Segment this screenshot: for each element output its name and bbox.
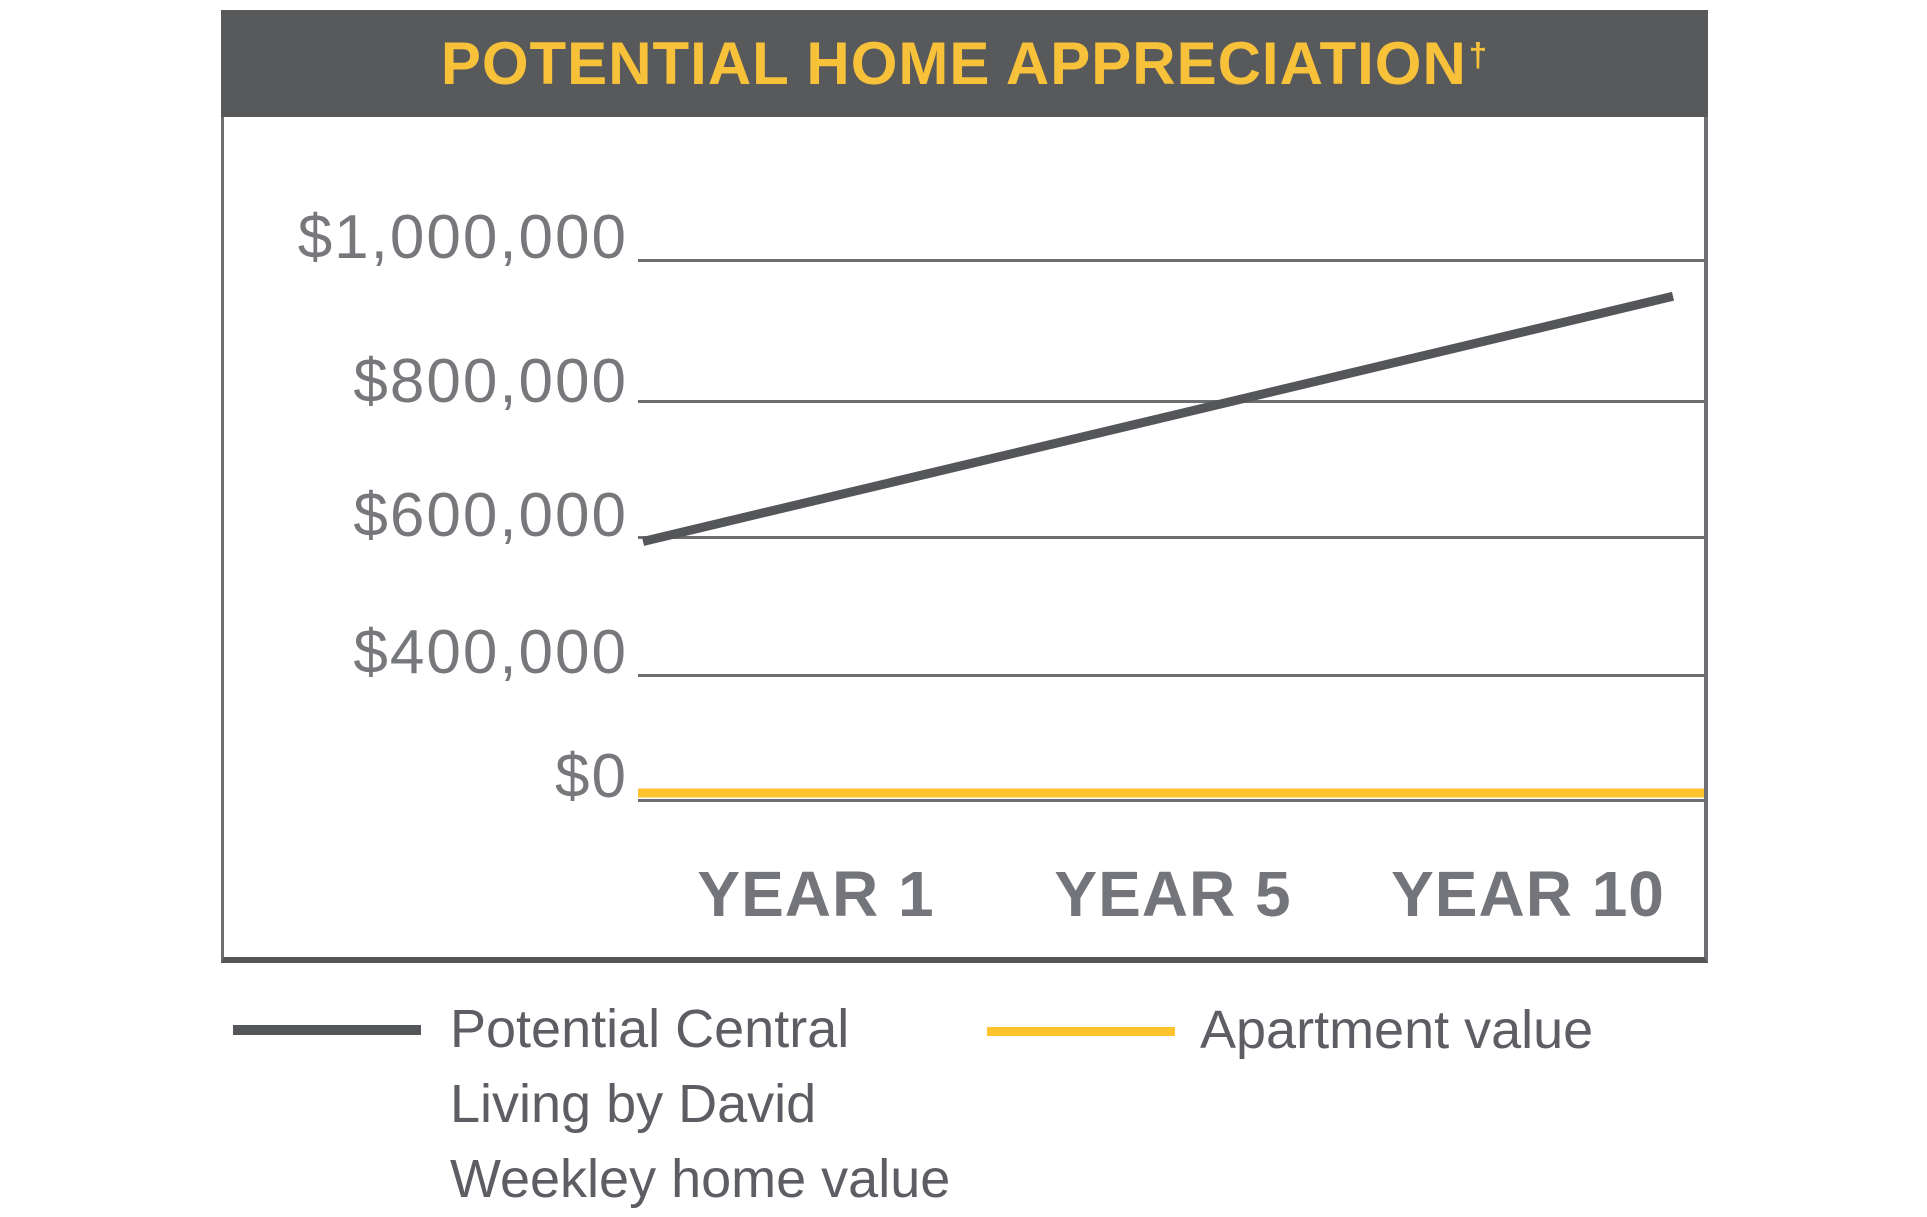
chart-title-text: POTENTIAL HOME APPRECIATION [440, 30, 1467, 97]
y-axis-label-1000000: $1,000,000 [297, 203, 628, 272]
gridline-0 [638, 799, 1704, 802]
x-axis-label-year-5: YEAR 5 [1054, 858, 1292, 930]
y-axis-label-0: $0 [555, 742, 628, 811]
plot-lines [638, 291, 1704, 798]
gridline-1000000 [638, 259, 1704, 262]
chart-title-dagger: † [1468, 35, 1489, 73]
apartment-value-legend-label: Apartment value [1200, 1000, 1594, 1060]
gridline-600000 [638, 536, 1704, 539]
y-axis-label-800000: $800,000 [353, 347, 628, 416]
x-axis-label-year-1: YEAR 1 [697, 858, 935, 930]
gridline-400000 [638, 674, 1704, 677]
home-value-legend-label: Potential Central Living by David Weekle… [450, 999, 951, 1209]
chart-header-bar: POTENTIAL HOME APPRECIATION† [221, 10, 1708, 117]
chart-title: POTENTIAL HOME APPRECIATION† [441, 29, 1488, 98]
home-value-legend-swatch [233, 1025, 421, 1035]
appreciation-chart-card: POTENTIAL HOME APPRECIATION† $1,000,000 … [221, 10, 1708, 963]
home-value-line [641, 291, 1675, 546]
y-axis-label-600000: $600,000 [353, 481, 628, 550]
gridline-800000 [638, 400, 1704, 403]
y-axis-label-400000: $400,000 [353, 618, 628, 687]
apartment-value-legend-swatch [987, 1027, 1175, 1036]
plot-area: $1,000,000 $800,000 $600,000 $400,000 $0… [221, 117, 1708, 963]
x-axis-label-year-10: YEAR 10 [1391, 858, 1665, 930]
